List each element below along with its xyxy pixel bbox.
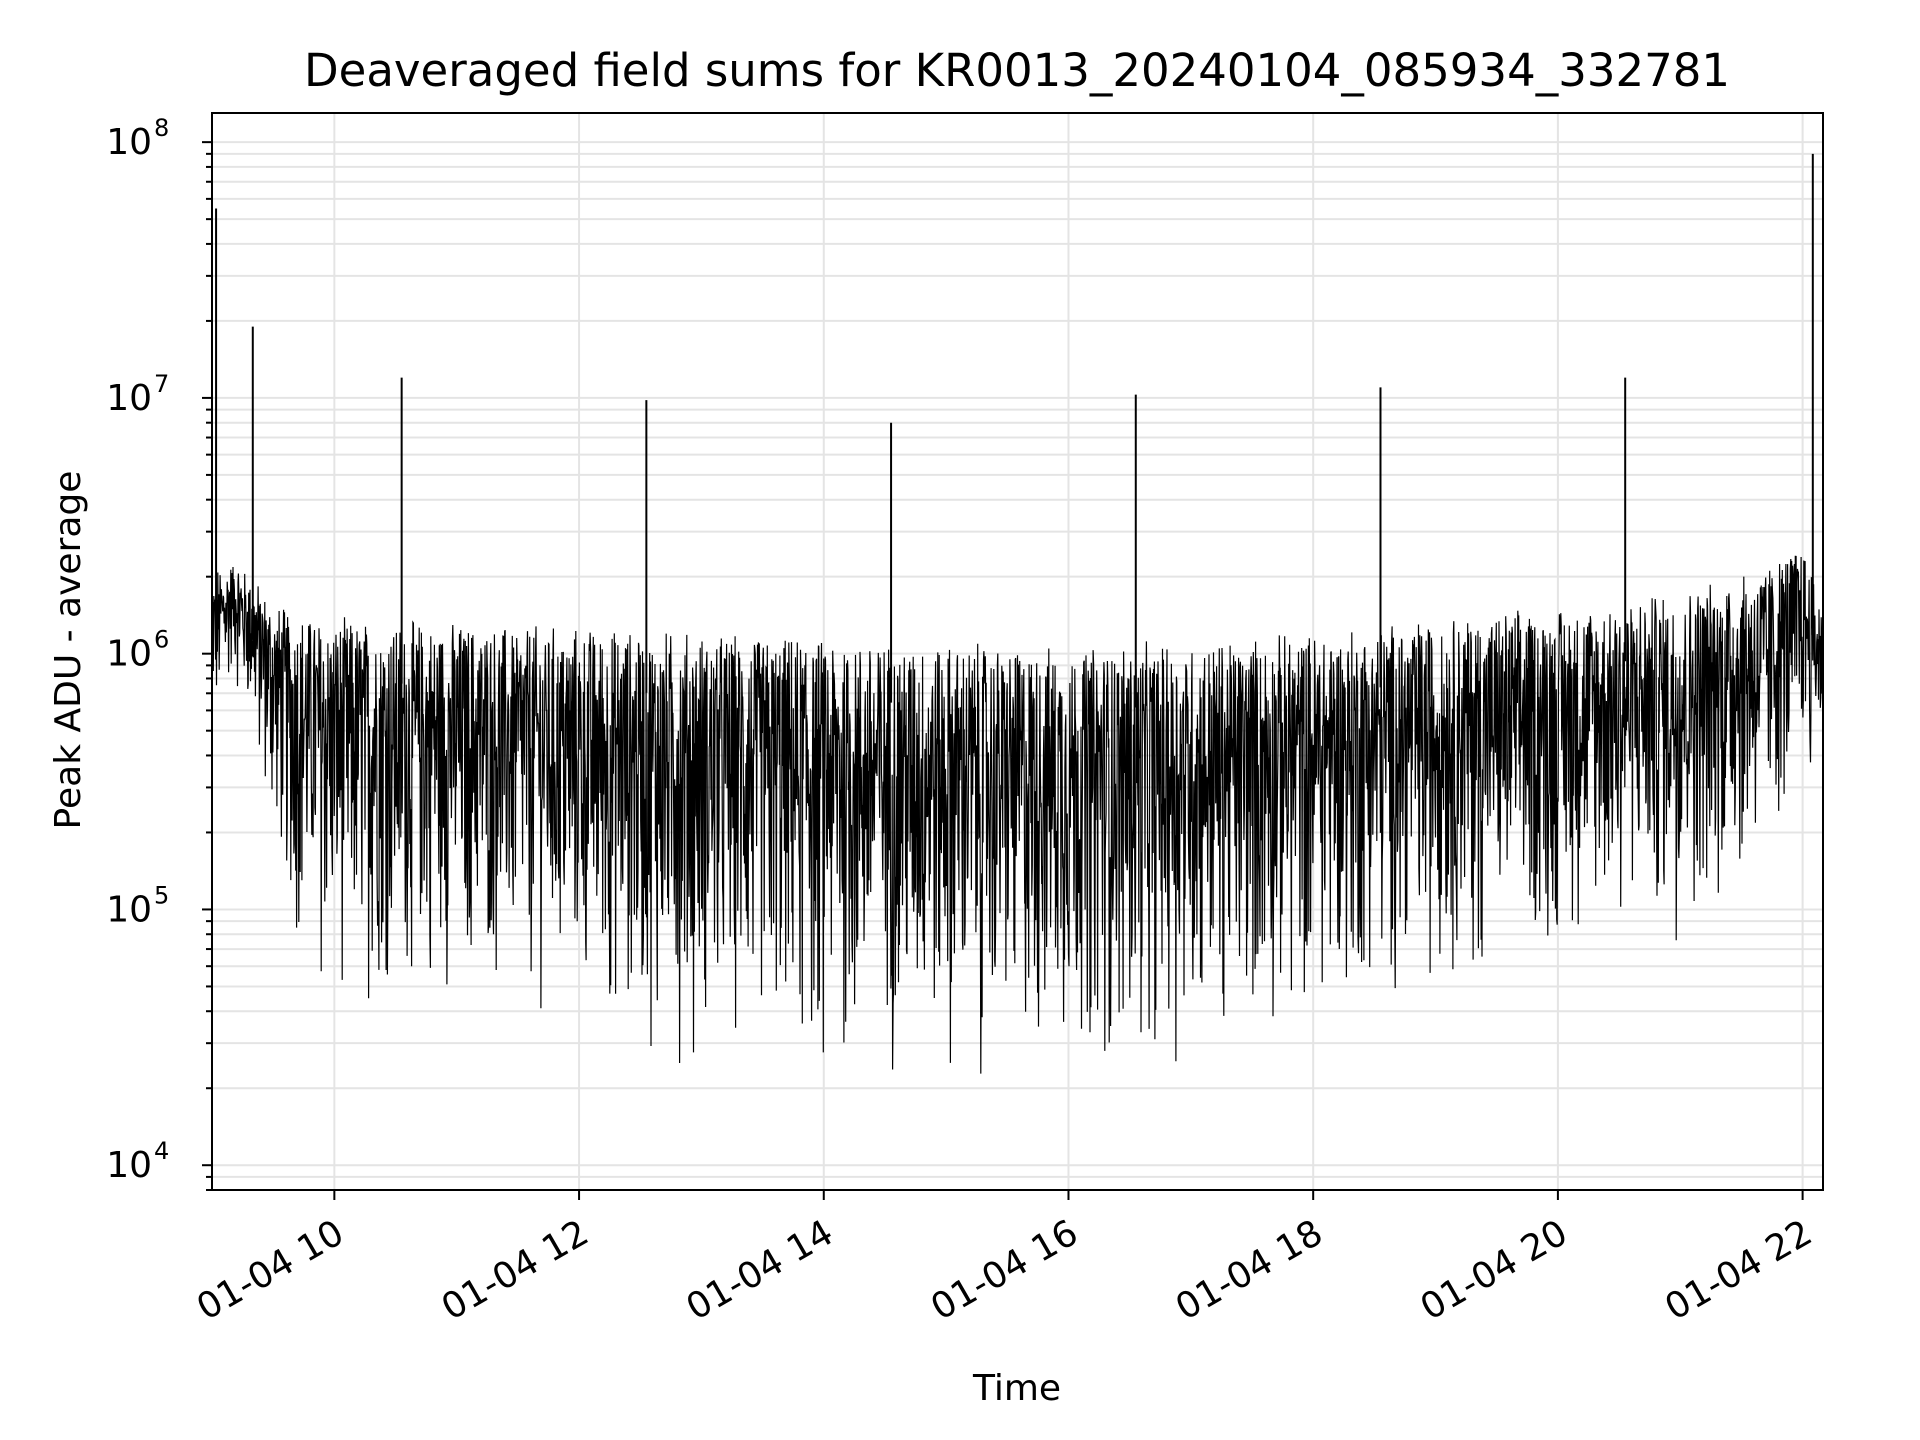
y-tick-exponent: 4 — [154, 1137, 169, 1165]
y-tick-label: 10 — [106, 889, 152, 930]
y-tick-label: 10 — [106, 378, 152, 419]
chart-title: Deaveraged field sums for KR0013_2024010… — [304, 44, 1730, 97]
x-axis-label: Time — [972, 1368, 1061, 1409]
y-tick-exponent: 6 — [154, 626, 169, 654]
y-tick-exponent: 7 — [154, 370, 169, 398]
y-axis-label: Peak ADU - average — [48, 471, 89, 830]
y-tick-exponent: 5 — [154, 881, 169, 909]
data-layer — [211, 153, 1824, 1074]
series-line — [211, 555, 1824, 1074]
y-tick-label: 10 — [106, 634, 152, 675]
y-tick-exponent: 8 — [154, 114, 169, 142]
y-tick-label: 10 — [106, 122, 152, 163]
y-tick-label: 10 — [106, 1145, 152, 1186]
plot-frame — [211, 112, 1824, 1191]
